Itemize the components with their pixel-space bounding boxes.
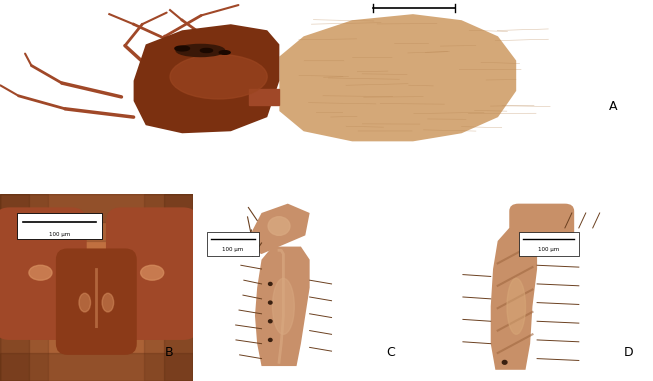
Bar [0, 194, 193, 223]
Circle shape [268, 282, 272, 285]
Bar [164, 194, 193, 381]
Circle shape [268, 301, 272, 304]
Bar [0, 194, 193, 241]
Polygon shape [255, 247, 310, 366]
Bar [0, 194, 29, 381]
Ellipse shape [79, 293, 91, 312]
Text: B: B [165, 346, 174, 359]
Ellipse shape [170, 54, 267, 99]
Ellipse shape [29, 265, 52, 280]
Polygon shape [244, 204, 310, 254]
Text: A: A [609, 100, 618, 113]
Text: 100 μm: 100 μm [49, 232, 71, 237]
Ellipse shape [268, 217, 290, 235]
Text: 100 μm: 100 μm [538, 247, 560, 251]
Circle shape [502, 360, 507, 364]
Bar [0, 353, 193, 381]
Bar [144, 194, 193, 381]
FancyBboxPatch shape [18, 213, 102, 239]
Bar [0, 194, 48, 381]
Ellipse shape [507, 278, 526, 335]
FancyBboxPatch shape [56, 248, 136, 355]
Polygon shape [279, 14, 517, 141]
Ellipse shape [176, 45, 225, 56]
FancyBboxPatch shape [106, 207, 199, 340]
Bar [249, 89, 279, 105]
Polygon shape [134, 24, 279, 133]
FancyBboxPatch shape [518, 232, 579, 256]
FancyBboxPatch shape [207, 232, 259, 256]
Text: 100 μm: 100 μm [223, 247, 244, 251]
Ellipse shape [272, 278, 295, 335]
Text: D: D [624, 346, 633, 359]
Polygon shape [491, 228, 537, 370]
Circle shape [268, 338, 272, 341]
Text: C: C [387, 346, 395, 359]
FancyBboxPatch shape [0, 207, 87, 340]
Bar [0, 335, 193, 381]
Ellipse shape [75, 329, 118, 351]
Circle shape [219, 51, 230, 54]
Circle shape [268, 320, 272, 323]
Circle shape [175, 46, 189, 51]
Circle shape [200, 48, 213, 53]
Ellipse shape [140, 265, 164, 280]
FancyBboxPatch shape [509, 204, 574, 248]
Ellipse shape [102, 293, 114, 312]
